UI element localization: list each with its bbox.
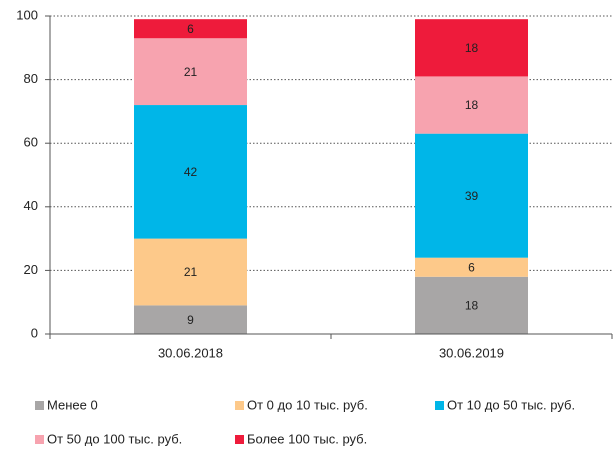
bar-segment <box>415 133 528 258</box>
data-label: 18 <box>465 41 479 55</box>
data-label: 9 <box>187 313 194 327</box>
y-tick-label: 80 <box>24 71 38 86</box>
legend-label: Менее 0 <box>47 397 98 412</box>
legend-label: Более 100 тыс. руб. <box>247 431 367 446</box>
y-tick-label: 20 <box>24 262 38 277</box>
x-tick-label: 30.06.2019 <box>439 345 504 360</box>
legend-swatch <box>35 401 44 410</box>
x-tick-label: 30.06.2018 <box>158 345 223 360</box>
data-label: 18 <box>465 299 479 313</box>
bar-segment <box>415 19 528 77</box>
legend-label: От 10 до 50 тыс. руб. <box>447 397 575 412</box>
bar-segment <box>134 305 247 334</box>
legend-label: От 0 до 10 тыс. руб. <box>247 397 368 412</box>
data-label: 21 <box>184 265 198 279</box>
bar-segment <box>134 19 247 39</box>
data-label: 6 <box>468 260 475 274</box>
y-tick-label: 100 <box>16 7 38 22</box>
legend-swatch <box>435 401 444 410</box>
y-tick-label: 60 <box>24 135 38 150</box>
bar-segment <box>134 38 247 106</box>
data-label: 42 <box>184 165 198 179</box>
legend-swatch <box>235 435 244 444</box>
data-label: 21 <box>184 65 198 79</box>
data-label: 39 <box>465 189 479 203</box>
bar-segment <box>415 76 528 134</box>
legend-label: От 50 до 100 тыс. руб. <box>47 431 182 446</box>
bar-segment <box>134 238 247 306</box>
bar-segment <box>415 276 528 334</box>
y-tick-label: 40 <box>24 198 38 213</box>
legend-swatch <box>235 401 244 410</box>
data-label: 6 <box>187 22 194 36</box>
data-label: 18 <box>465 98 479 112</box>
y-tick-label: 0 <box>31 325 38 340</box>
bar-segment <box>415 257 528 277</box>
bar-segment <box>134 105 247 239</box>
legend-swatch <box>35 435 44 444</box>
